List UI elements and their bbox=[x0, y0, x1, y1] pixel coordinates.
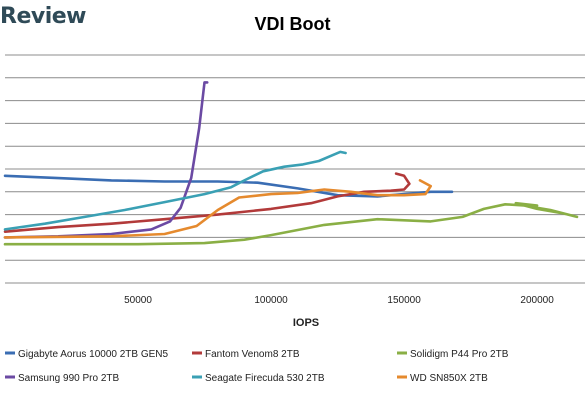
legend-label: Samsung 990 Pro 2TB bbox=[18, 373, 119, 384]
series-line-1 bbox=[3, 174, 454, 198]
legend-label: Solidigm P44 Pro 2TB bbox=[410, 349, 509, 360]
x-tick-label: 50000 bbox=[124, 295, 152, 306]
site-logo-watermark: Review bbox=[0, 4, 87, 29]
legend-label: Gigabyte Aorus 10000 2TB GEN5 bbox=[18, 349, 169, 360]
legend-label: Seagate Firecuda 530 2TB bbox=[205, 373, 325, 384]
legend-item: WD SN850X 2TB bbox=[397, 373, 488, 384]
x-axis: 50000 100000 150000 200000 bbox=[124, 295, 554, 306]
legend-item: Gigabyte Aorus 10000 2TB GEN5 bbox=[5, 349, 169, 360]
x-tick-label: 150000 bbox=[387, 295, 421, 306]
legend-item: Solidigm P44 Pro 2TB bbox=[397, 349, 509, 360]
legend-label: Fantom Venom8 2TB bbox=[205, 349, 300, 360]
legend-item: Fantom Venom8 2TB bbox=[192, 349, 300, 360]
chart-title: VDI Boot bbox=[254, 14, 331, 34]
series-line-5 bbox=[3, 150, 347, 231]
grid-lines bbox=[5, 54, 585, 284]
legend: Gigabyte Aorus 10000 2TB GEN5 Fantom Veno… bbox=[5, 349, 509, 384]
legend-label: WD SN850X 2TB bbox=[410, 373, 488, 384]
series-line-4 bbox=[3, 81, 209, 239]
series-line-3 bbox=[3, 201, 579, 246]
series-line-2 bbox=[3, 172, 411, 233]
x-tick-label: 100000 bbox=[254, 295, 288, 306]
series-line-6 bbox=[3, 179, 432, 239]
series-lines bbox=[3, 81, 579, 246]
legend-item: Seagate Firecuda 530 2TB bbox=[192, 373, 325, 384]
x-axis-label: IOPS bbox=[293, 317, 319, 329]
legend-item: Samsung 990 Pro 2TB bbox=[5, 373, 119, 384]
x-tick-label: 200000 bbox=[520, 295, 554, 306]
